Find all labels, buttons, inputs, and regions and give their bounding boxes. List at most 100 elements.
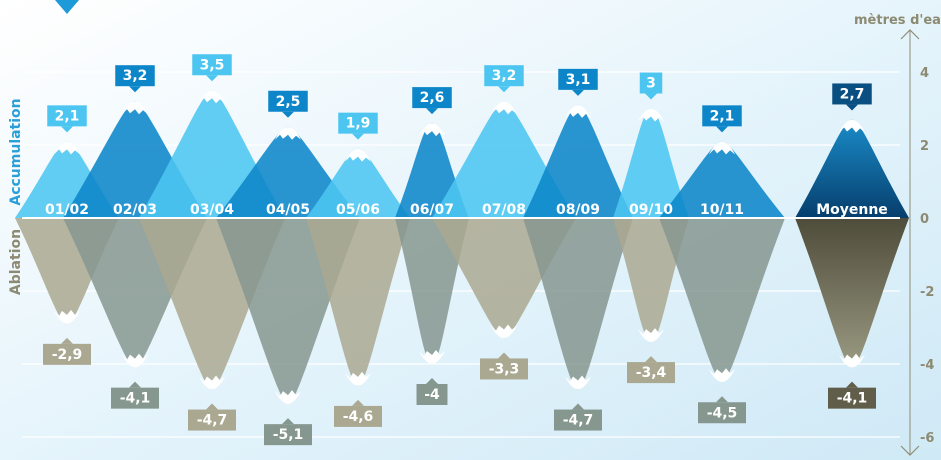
- accumulation-value-label-0: 2,1: [47, 105, 87, 133]
- category-label-2: 03/04: [190, 202, 234, 218]
- ablation-value-label-0: -2,9: [43, 337, 91, 365]
- accumulation-mountain-8: [613, 108, 689, 218]
- svg-text:3,5: 3,5: [200, 57, 225, 73]
- ablation-snow-4: [345, 371, 371, 386]
- ablation-snow-5: [419, 350, 445, 364]
- category-label-5: 06/07: [410, 202, 454, 218]
- accumulation-mountain-4: [306, 148, 410, 218]
- ablation-snow-2: [199, 375, 225, 390]
- svg-text:-4,7: -4,7: [197, 413, 228, 429]
- ablation-snow-9: [709, 368, 735, 383]
- y-tick-label-2: -2: [920, 285, 934, 300]
- category-label-1: 02/03: [113, 202, 157, 218]
- svg-text:3,1: 3,1: [566, 72, 591, 88]
- ablation-mountain-7: [523, 218, 633, 390]
- svg-text:-4,1: -4,1: [837, 391, 868, 407]
- category-label-0: 01/02: [45, 202, 89, 218]
- accumulation-value-label-5: 2,6: [412, 87, 452, 115]
- y-tick-label-3: 0: [920, 212, 929, 227]
- accumulation-value-label-9: 2,1: [702, 105, 742, 133]
- accumulation-mountain-10: [795, 119, 909, 218]
- svg-text:2,7: 2,7: [840, 86, 865, 102]
- ablation-value-label-9: -4,5: [698, 396, 746, 424]
- category-label-9: 10/11: [700, 202, 744, 218]
- accumulation-snow-3: [275, 126, 301, 140]
- ablation-snow-6: [491, 324, 517, 339]
- ablation-mountain-9: [659, 218, 785, 383]
- ablation-value-label-5: -4: [416, 378, 448, 405]
- category-label-7: 08/09: [556, 202, 600, 218]
- ablation-value-label-7: -4,7: [554, 403, 602, 431]
- ablation-snow-0: [54, 309, 80, 324]
- ablation-snow-8: [638, 328, 664, 343]
- svg-text:-3,3: -3,3: [489, 361, 520, 377]
- svg-text:2,5: 2,5: [276, 94, 301, 110]
- ablation-value-label-4: -4,6: [334, 399, 382, 427]
- category-label-4: 05/06: [336, 202, 380, 218]
- accumulation-snow-9: [709, 141, 735, 155]
- svg-text:-4,1: -4,1: [120, 391, 151, 407]
- ablation-mountain-10: [795, 218, 909, 368]
- y-tick-label-5: 4: [920, 66, 929, 81]
- accumulation-snow-10: [839, 119, 865, 133]
- svg-text:3: 3: [646, 76, 656, 92]
- svg-text:2,6: 2,6: [420, 90, 445, 106]
- category-label-8: 09/10: [629, 202, 673, 218]
- svg-text:3,2: 3,2: [492, 68, 517, 84]
- accumulation-value-label-3: 2,5: [268, 90, 308, 118]
- accumulation-value-label-2: 3,5: [192, 54, 232, 82]
- svg-text:1,9: 1,9: [346, 116, 371, 132]
- y-axis-arrow-top: [900, 29, 920, 40]
- series-label-ablation: Ablation: [8, 229, 24, 295]
- top-left-marker: [55, 0, 79, 14]
- accumulation-snow-1: [122, 101, 148, 115]
- accumulation-value-label-1: 3,2: [115, 65, 155, 93]
- accumulation-snow-0: [54, 141, 80, 155]
- svg-text:-4,5: -4,5: [707, 405, 738, 421]
- y-tick-label-1: -4: [920, 358, 934, 373]
- accumulation-value-label-10: 2,7: [832, 83, 872, 111]
- ablation-value-label-2: -4,7: [188, 403, 236, 431]
- accumulation-snow-6: [491, 101, 517, 115]
- category-label-6: 07/08: [482, 202, 526, 218]
- category-label-10: Moyenne: [816, 202, 888, 218]
- accumulation-snow-8: [638, 108, 664, 122]
- ablation-snow-7: [565, 375, 591, 390]
- accumulation-value-label-7: 3,1: [558, 68, 598, 96]
- series-label-accumulation: Accumulation: [8, 98, 24, 205]
- ablation-value-label-1: -4,1: [111, 381, 159, 409]
- accumulation-snow-4: [345, 148, 371, 162]
- ablation-snow-3: [275, 390, 301, 405]
- svg-text:-2,9: -2,9: [52, 347, 83, 363]
- svg-text:-4,7: -4,7: [563, 413, 594, 429]
- accumulation-snow-5: [419, 123, 445, 137]
- ablation-value-label-6: -3,3: [480, 352, 528, 380]
- y-axis-arrow-bottom: [900, 445, 920, 456]
- y-tick-label-4: 2: [920, 139, 929, 154]
- svg-text:-4,6: -4,6: [343, 409, 374, 425]
- ablation-snow-1: [122, 353, 148, 368]
- ablation-snow-10: [839, 353, 865, 368]
- y-axis-unit-label: mètres d'eau: [854, 13, 941, 28]
- accumulation-value-label-6: 3,2: [484, 65, 524, 93]
- accumulation-value-label-8: 3: [639, 72, 663, 100]
- accumulation-value-label-4: 1,9: [338, 112, 378, 140]
- category-label-3: 04/05: [266, 202, 310, 218]
- ablation-mountain-5: [395, 218, 469, 364]
- accumulation-mountain-7: [523, 104, 633, 218]
- svg-text:2,1: 2,1: [710, 108, 735, 124]
- ablation-mountain-8: [613, 218, 689, 343]
- accumulation-mountain-9: [659, 141, 785, 218]
- svg-text:2,1: 2,1: [55, 108, 80, 124]
- accumulation-snow-2: [199, 90, 225, 104]
- svg-text:-4: -4: [424, 387, 440, 403]
- ablation-value-label-10: -4,1: [828, 381, 876, 409]
- accumulation-snow-7: [565, 104, 591, 118]
- svg-text:-5,1: -5,1: [273, 427, 304, 443]
- svg-text:-3,4: -3,4: [636, 365, 667, 381]
- y-tick-label-0: -6: [920, 431, 934, 446]
- ablation-mountain-4: [306, 218, 410, 386]
- svg-text:3,2: 3,2: [123, 68, 148, 84]
- ablation-value-label-3: -5,1: [264, 418, 312, 446]
